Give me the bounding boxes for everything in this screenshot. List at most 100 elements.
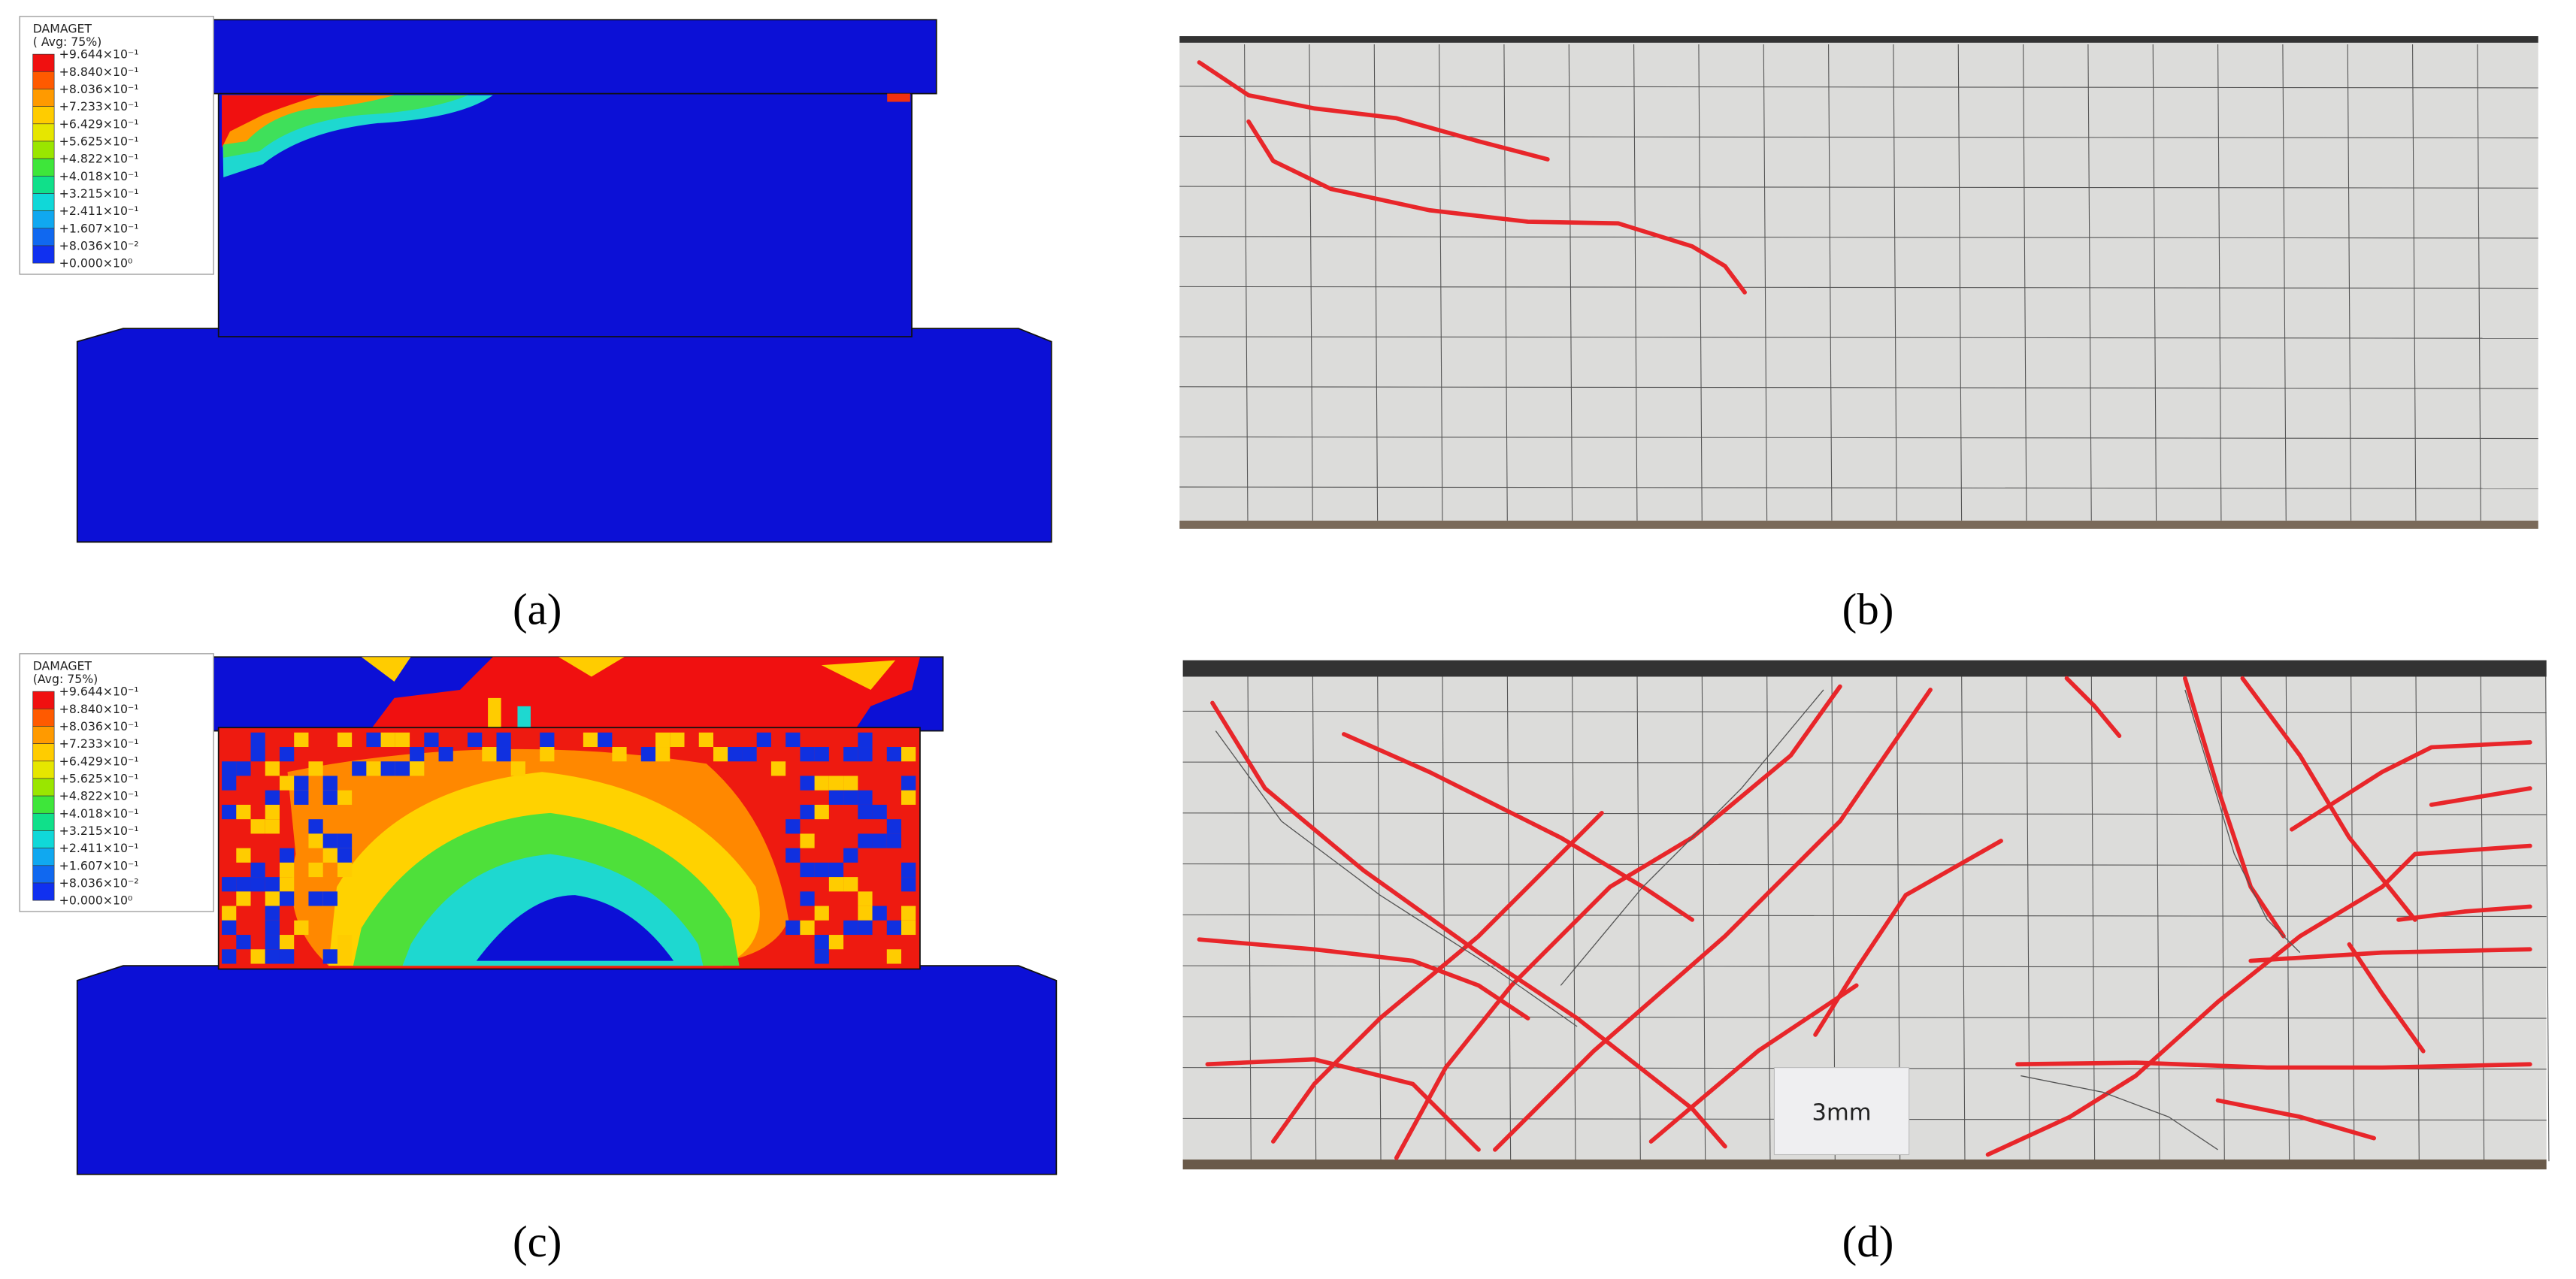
- mesh-cell: [265, 790, 280, 805]
- mesh-cell: [742, 747, 757, 762]
- mesh-cell: [265, 949, 280, 964]
- grid-line: [1309, 44, 1313, 521]
- mesh-cell: [583, 732, 598, 748]
- legend-swatch: [32, 726, 55, 744]
- legend-swatch: [32, 691, 55, 709]
- legend-label: +8.840×10⁻¹: [59, 65, 139, 79]
- mesh-cell: [496, 747, 511, 762]
- mesh-cell: [886, 819, 902, 834]
- grid-line: [1439, 44, 1443, 521]
- mesh-cell: [858, 790, 873, 805]
- legend-swatch: [32, 193, 55, 211]
- mesh-cell: [814, 906, 829, 921]
- legend-subtitle: ( Avg: 75%): [33, 35, 102, 49]
- mesh-cell: [482, 747, 497, 762]
- mesh-cell: [250, 732, 265, 748]
- mesh-cell: [828, 877, 844, 892]
- mesh-cell: [380, 761, 395, 776]
- legend-title: DAMAGET: [33, 659, 92, 673]
- mesh-cell: [800, 891, 815, 906]
- legend-swatch: [32, 210, 55, 229]
- legend-label: +9.644×10⁻¹: [59, 47, 139, 62]
- grid-line: [1179, 86, 2538, 89]
- grid-line: [1503, 44, 1508, 521]
- panel-label: (d): [1842, 1217, 1894, 1266]
- mesh-cell: [828, 776, 844, 791]
- mesh-cell: [800, 776, 815, 791]
- grid-line: [1182, 965, 2547, 968]
- mesh-cell: [294, 920, 309, 936]
- legend-label: +8.036×10⁻¹: [59, 719, 139, 733]
- mesh-cell: [843, 790, 858, 805]
- mesh-cell: [843, 920, 858, 936]
- legend-label: +4.018×10⁻¹: [59, 169, 139, 183]
- legend-swatch: [32, 865, 55, 884]
- mesh-cell: [828, 862, 844, 878]
- mesh-cell: [640, 747, 656, 762]
- mesh-cell: [222, 906, 237, 921]
- mesh-cell: [236, 891, 251, 906]
- panel-label: (a): [513, 585, 562, 634]
- mesh-cell: [786, 848, 801, 863]
- mesh-cell: [337, 949, 353, 964]
- mesh-cell: [236, 761, 251, 776]
- legend-swatch: [32, 228, 55, 246]
- legend-label: +8.036×10⁻²: [59, 875, 139, 890]
- grid-line: [2415, 668, 2420, 1162]
- mesh-cell: [308, 819, 323, 834]
- mesh-cell: [858, 906, 873, 921]
- legend-swatch: [32, 830, 55, 848]
- mesh-cell: [540, 747, 555, 762]
- mesh-cell: [843, 848, 858, 863]
- legend-swatch: [32, 778, 55, 797]
- mesh-cell: [337, 848, 353, 863]
- legend-label: +0.000×10⁰: [59, 256, 133, 271]
- legend-swatch: [32, 158, 55, 177]
- mesh-cell: [858, 804, 873, 820]
- mesh-cell: [265, 761, 280, 776]
- legend-label: +2.411×10⁻¹: [59, 204, 139, 218]
- mesh-cell: [510, 761, 525, 776]
- mesh-cell: [265, 819, 280, 834]
- mesh-cell: [886, 949, 902, 964]
- mesh-cell: [814, 949, 829, 964]
- legend-label: +5.625×10⁻¹: [59, 771, 139, 785]
- grid-line: [1568, 44, 1573, 521]
- legend-swatch: [32, 53, 55, 72]
- mesh-cell: [828, 790, 844, 805]
- mesh-cell: [872, 906, 887, 921]
- legend-label: +0.000×10⁰: [59, 893, 133, 908]
- photo-b: [1179, 36, 2538, 529]
- grid-line: [2477, 44, 2481, 521]
- grid-line: [1182, 914, 2547, 918]
- legend-swatch: [32, 848, 55, 866]
- grid-line: [1893, 44, 1897, 521]
- mesh-cell: [756, 732, 771, 748]
- mesh-cell: [294, 790, 309, 805]
- mesh-cell: [655, 747, 670, 762]
- mesh-cell: [250, 819, 265, 834]
- grid-line: [2217, 44, 2222, 521]
- mesh-cell: [395, 761, 410, 776]
- legend-swatch: [32, 743, 55, 762]
- mesh-cell: [786, 819, 801, 834]
- mesh-cell: [337, 732, 353, 748]
- mesh-cell: [308, 862, 323, 878]
- legend-swatch: [32, 245, 55, 264]
- grid-line: [2480, 668, 2485, 1162]
- mesh-cell: [901, 906, 916, 921]
- mesh-cell: [265, 906, 280, 921]
- legend-label: +3.215×10⁻¹: [59, 824, 139, 838]
- grid-line: [1179, 286, 2538, 289]
- legend-swatch: [32, 106, 55, 125]
- mesh-cell: [800, 804, 815, 820]
- legend-swatch: [32, 812, 55, 831]
- mesh-cell: [279, 891, 295, 906]
- photo-d: 3mm: [1182, 660, 2550, 1170]
- mesh-cell: [814, 804, 829, 820]
- mesh-cell: [901, 790, 916, 805]
- damage-mesh: [222, 732, 916, 964]
- mesh-cell: [322, 949, 338, 964]
- mesh-cell: [800, 920, 815, 936]
- mesh-cell: [236, 935, 251, 950]
